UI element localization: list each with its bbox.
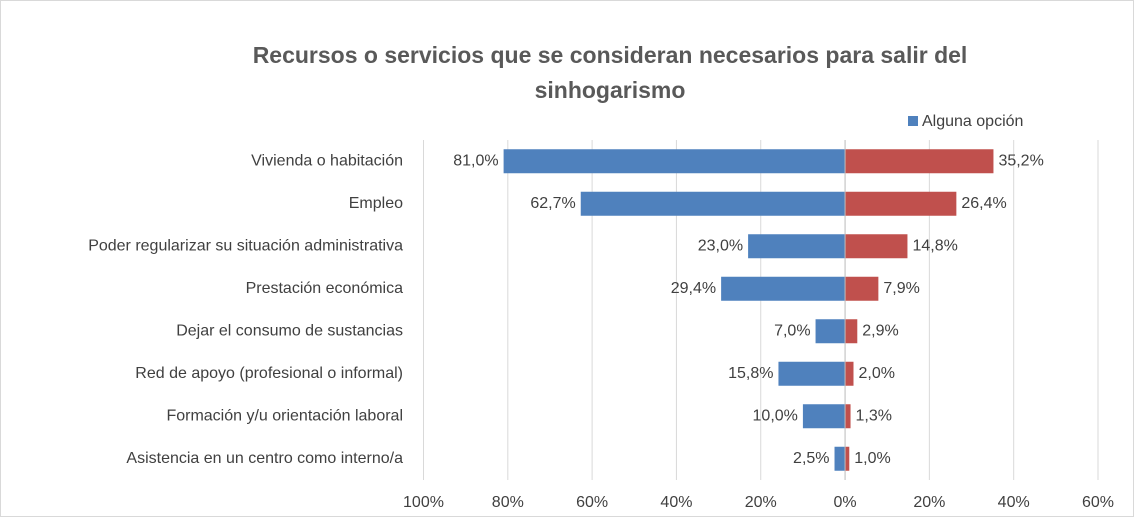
data-label: 2,9% xyxy=(862,322,898,339)
x-tick-label: 80% xyxy=(492,494,524,511)
y-tick-label: Vivienda o habitación xyxy=(251,152,403,169)
data-label: 35,2% xyxy=(998,152,1043,169)
bar xyxy=(815,319,846,344)
x-tick-label: 60% xyxy=(1082,494,1114,511)
data-label: 1,0% xyxy=(854,450,890,467)
x-tick-label: 20% xyxy=(745,494,777,511)
bar xyxy=(845,234,908,259)
data-label: 81,0% xyxy=(453,152,498,169)
bar xyxy=(845,276,879,301)
data-label: 29,4% xyxy=(671,280,716,297)
x-tick-label: 0% xyxy=(834,494,857,511)
data-label: 10,0% xyxy=(753,407,798,424)
y-tick-label: Red de apoyo (profesional o informal) xyxy=(135,365,403,382)
y-tick-label: Asistencia en un centro como interno/a xyxy=(126,450,403,467)
data-label: 26,4% xyxy=(961,195,1006,212)
y-tick-label: Prestación económica xyxy=(246,280,404,297)
bar xyxy=(845,319,858,344)
y-tick-label: Formación y/u orientación laboral xyxy=(166,407,403,424)
x-tick-label: 40% xyxy=(660,494,692,511)
x-tick-label: 40% xyxy=(998,494,1030,511)
bar xyxy=(802,404,846,429)
y-tick-label: Poder regularizar su situación administr… xyxy=(88,237,403,254)
y-tick-label: Dejar el consumo de sustancias xyxy=(176,322,403,339)
data-label: 62,7% xyxy=(530,195,575,212)
bar xyxy=(845,446,850,471)
data-label: 7,0% xyxy=(774,322,810,339)
chart-title: Recursos o servicios que se consideran n… xyxy=(253,42,968,68)
bar xyxy=(503,149,846,174)
data-label: 1,3% xyxy=(856,407,892,424)
bar xyxy=(834,446,846,471)
data-label: 2,5% xyxy=(793,450,829,467)
chart-title: sinhogarismo xyxy=(535,77,686,103)
data-label: 15,8% xyxy=(728,365,773,382)
bar xyxy=(845,404,851,429)
y-tick-label: Empleo xyxy=(349,195,403,212)
bar xyxy=(778,361,846,386)
bar xyxy=(845,191,957,216)
data-label: 7,9% xyxy=(883,280,919,297)
bar xyxy=(845,361,854,386)
x-tick-label: 20% xyxy=(913,494,945,511)
bar xyxy=(580,191,846,216)
legend-swatch xyxy=(908,116,918,126)
data-label: 2,0% xyxy=(858,365,894,382)
data-label: 14,8% xyxy=(912,237,957,254)
x-tick-label: 100% xyxy=(403,494,444,511)
data-label: 23,0% xyxy=(698,237,743,254)
bar xyxy=(845,149,994,174)
bar xyxy=(721,276,846,301)
x-tick-label: 60% xyxy=(576,494,608,511)
bar xyxy=(748,234,846,259)
legend-label: Alguna opción xyxy=(922,113,1023,130)
